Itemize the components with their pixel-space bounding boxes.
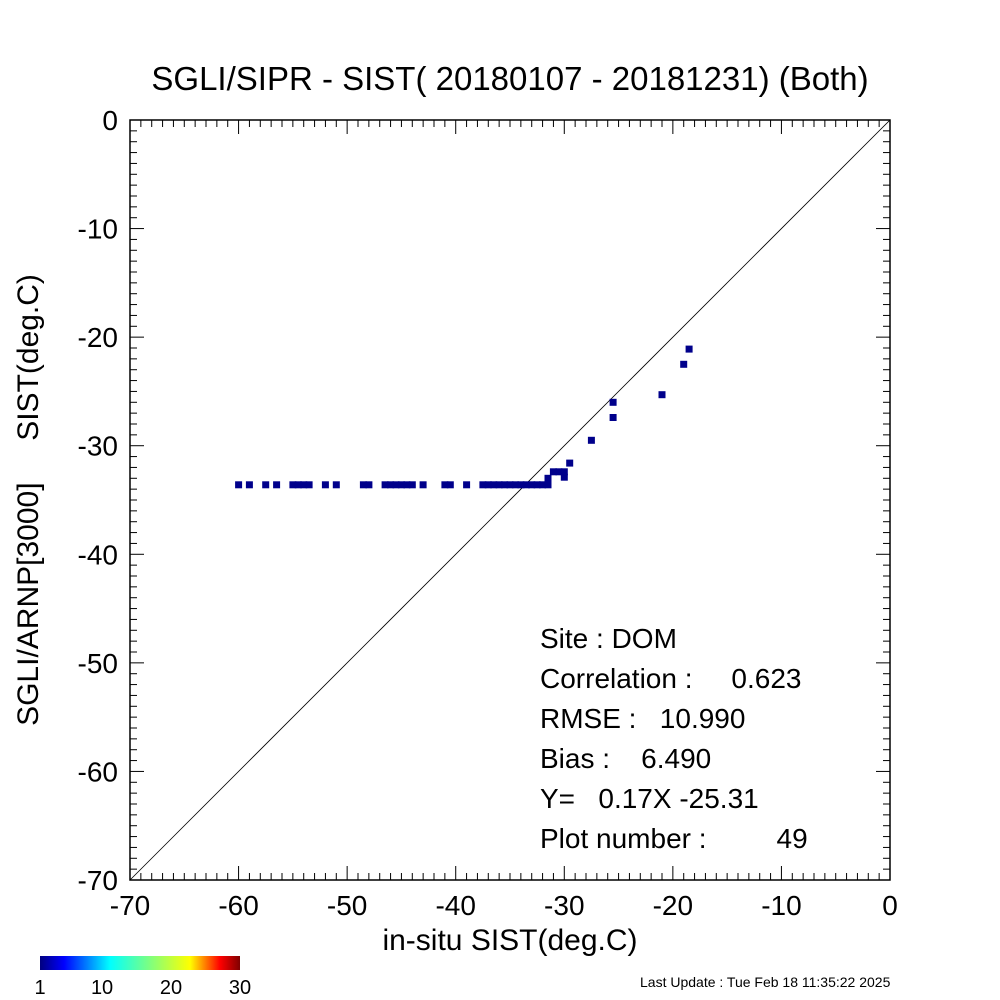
data-point [332, 481, 340, 489]
data-point [397, 481, 405, 489]
colorbar-tick-label: 10 [91, 977, 113, 999]
stats-fit: Y= 0.17X -25.31 [540, 783, 759, 814]
y-tick-label: -50 [78, 648, 118, 679]
data-point [560, 473, 568, 481]
stats-plot-number: Plot number : 49 [540, 823, 808, 854]
identity-line [129, 119, 891, 881]
x-tick-label: -60 [218, 890, 258, 921]
data-point [587, 436, 595, 444]
stats-correlation: Correlation : 0.623 [540, 663, 801, 694]
data-point [359, 481, 367, 489]
data-point [490, 481, 498, 489]
y-tick-label: -70 [78, 865, 118, 896]
data-point [555, 468, 563, 476]
x-axis-label: in-situ SIST(deg.C) [382, 924, 637, 957]
x-tick-label: -50 [327, 890, 367, 921]
data-point [484, 481, 492, 489]
stats-site: Site : DOM [540, 623, 677, 654]
data-point [560, 468, 568, 476]
last-update-text: Last Update : Tue Feb 18 11:35:22 2025 [640, 974, 891, 990]
y-tick-label: -10 [78, 214, 118, 245]
stats-rmse: RMSE : 10.990 [540, 703, 745, 734]
data-point [495, 481, 503, 489]
y-tick-label: 0 [102, 105, 118, 136]
data-point [517, 481, 525, 489]
data-point [609, 398, 617, 406]
y-tick-label: -40 [78, 539, 118, 570]
data-point [609, 414, 617, 421]
x-tick-label: 0 [882, 890, 898, 921]
data-point [506, 481, 514, 489]
data-point [528, 481, 536, 489]
data-point [544, 481, 552, 489]
data-point [680, 360, 688, 368]
data-point [463, 481, 471, 489]
data-point [403, 481, 411, 489]
colorbar-labels: 1 10 20 30 [34, 977, 251, 999]
plot-frame [129, 119, 891, 881]
data-point [539, 481, 547, 489]
data-point [300, 481, 308, 489]
y-tick-label: -20 [78, 322, 118, 353]
chart-title: SGLI/SIPR - SIST( 20180107 - 20181231) (… [151, 60, 868, 97]
y-tick-labels: -70 -60 -50 -40 -30 -20 -10 0 [78, 105, 118, 896]
x-tick-labels: -70 -60 -50 -40 -30 -20 -10 0 [110, 890, 898, 921]
colorbar-tick-label: 30 [229, 977, 251, 999]
data-point [408, 481, 416, 489]
data-point [305, 481, 313, 489]
data-points [235, 345, 693, 489]
data-point [245, 481, 253, 489]
y-tick-label: -30 [78, 431, 118, 462]
data-point [658, 391, 666, 399]
colorbar [40, 956, 240, 970]
colorbar-tick-label: 1 [34, 977, 45, 999]
y-tick-label: -60 [78, 756, 118, 787]
stats-block: Site : DOM Correlation : 0.623 RMSE : 10… [540, 623, 808, 854]
x-tick-label: -10 [761, 890, 801, 921]
data-point [522, 481, 530, 489]
data-point [294, 481, 302, 489]
x-tick-label: -20 [653, 890, 693, 921]
data-point [419, 481, 427, 489]
data-point [479, 481, 487, 489]
stats-bias: Bias : 6.490 [540, 743, 711, 774]
data-point [392, 481, 400, 489]
data-point [273, 481, 281, 489]
data-point [441, 481, 449, 489]
x-tick-label: -70 [110, 890, 150, 921]
x-tick-label: -40 [435, 890, 475, 921]
data-point [544, 474, 552, 482]
data-point [262, 481, 270, 489]
data-point [321, 481, 329, 489]
data-point [501, 481, 509, 489]
y-axis-label: SGLI/ARNP[3000] SIST(deg.C) [12, 274, 45, 726]
data-point [533, 481, 541, 489]
colorbar-tick-label: 20 [160, 977, 182, 999]
data-point [235, 481, 243, 489]
data-point [387, 481, 395, 489]
data-point [381, 481, 389, 489]
x-tick-label: -30 [544, 890, 584, 921]
data-point [511, 481, 519, 489]
data-point [566, 459, 574, 467]
data-point [549, 468, 557, 476]
data-point [446, 481, 454, 489]
data-point [289, 481, 297, 489]
data-point [685, 345, 693, 353]
data-point [365, 481, 373, 489]
